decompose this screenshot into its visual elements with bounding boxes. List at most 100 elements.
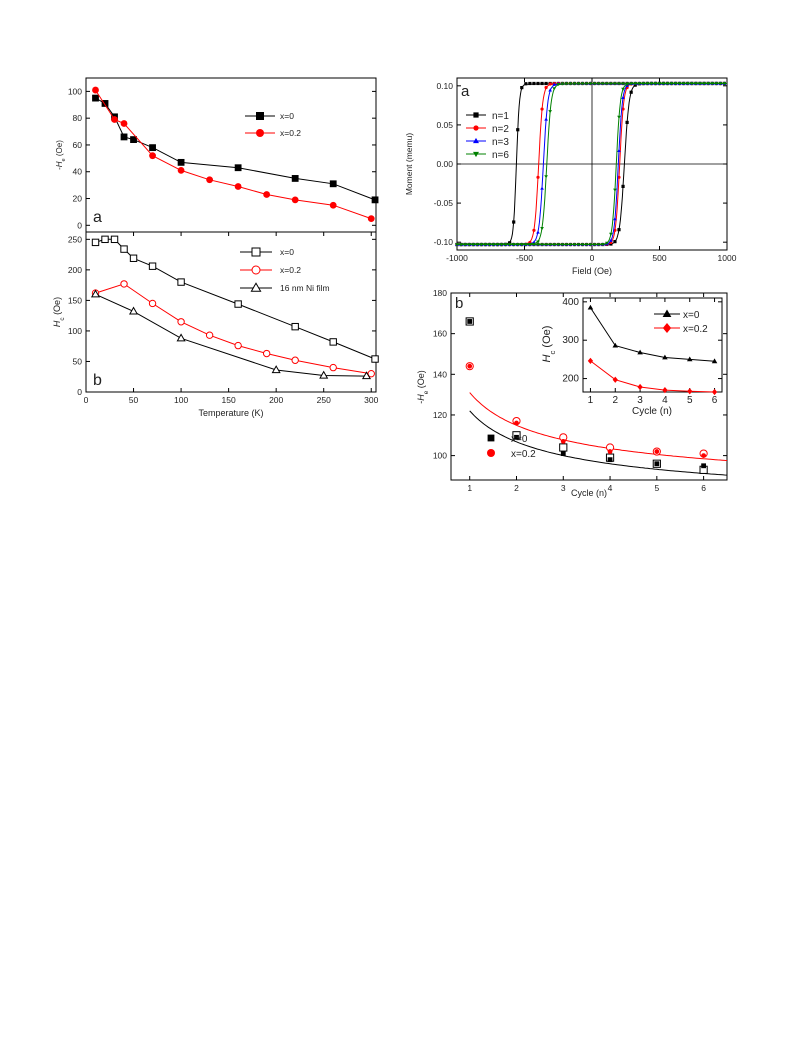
data-point: [572, 82, 577, 86]
data-point: [101, 235, 109, 244]
series-x=0: [465, 317, 708, 474]
legend-label: n=3: [492, 137, 509, 148]
data-point: [90, 289, 101, 298]
data-point: [532, 81, 536, 86]
data-point: [617, 82, 621, 86]
data-point: [613, 82, 617, 86]
data-point: [487, 243, 492, 247]
data-point: [568, 243, 573, 247]
data-point: [536, 81, 540, 86]
y-tick-label: 200: [68, 265, 82, 275]
data-point: [111, 116, 118, 123]
data-point: [471, 243, 476, 247]
data-point: [572, 243, 577, 247]
series-x=0.2: [587, 357, 718, 396]
data-point: [637, 383, 643, 391]
data-point: [367, 369, 375, 378]
data-point: [467, 319, 473, 324]
data-point: [613, 217, 617, 221]
data-point: [694, 82, 698, 86]
data-point: [580, 82, 585, 86]
data-point: [371, 355, 379, 363]
y-tick-label: 0.00: [436, 159, 453, 169]
data-point: [637, 82, 642, 86]
data-point: [686, 356, 693, 362]
x-tick-label: 5: [654, 483, 659, 493]
data-point: [512, 220, 516, 224]
data-point: [536, 175, 540, 179]
panel-label: b: [93, 372, 102, 389]
series-x=0.2: [465, 362, 708, 459]
y-tick-label: 60: [73, 140, 83, 150]
data-point: [698, 82, 702, 86]
data-point: [128, 306, 139, 315]
data-point: [92, 94, 99, 102]
data-point: [234, 300, 242, 308]
data-point: [149, 152, 156, 160]
data-point: [657, 82, 662, 86]
data-point: [605, 82, 609, 86]
data-point: [609, 232, 613, 236]
y-tick-label: 150: [68, 295, 82, 305]
data-point: [592, 243, 597, 247]
x-tick-label: 2: [514, 483, 519, 493]
x-tick-label: 1: [588, 395, 594, 406]
y-tick-label: -0.05: [434, 198, 454, 208]
data-point: [609, 82, 613, 86]
series-line: [95, 89, 372, 220]
data-point: [459, 243, 463, 247]
y-tick-label: 140: [433, 369, 447, 379]
x-tick-label: 6: [701, 483, 706, 493]
data-point: [607, 449, 613, 454]
legend: n=1 n=2 n=3 n=6: [466, 111, 509, 161]
data-point: [588, 82, 593, 86]
data-point: [177, 318, 185, 326]
fit-curve: [469, 410, 728, 476]
data-point: [206, 176, 214, 184]
data-point: [361, 371, 372, 380]
x-tick-label: 1: [467, 483, 472, 493]
data-point: [552, 82, 557, 86]
data-point: [491, 243, 496, 247]
data-point: [148, 262, 157, 270]
data-point: [548, 110, 552, 114]
data-point: [499, 243, 504, 247]
y-tick-label: 100: [433, 451, 447, 461]
legend-label: x=0.2: [280, 128, 301, 138]
data-point: [92, 86, 99, 94]
data-point: [641, 82, 646, 86]
legend-label: 16 nm Ni film: [280, 283, 330, 293]
legend: x=0 x=0.2 16 nm Ni film: [240, 247, 330, 293]
legend-marker: [487, 449, 495, 457]
y-tick-label: 0.10: [436, 81, 453, 91]
data-point: [120, 133, 128, 141]
data-point: [514, 434, 519, 440]
data-point: [654, 449, 660, 454]
data-point: [234, 341, 242, 350]
y-tick-label: 180: [433, 288, 447, 298]
data-point: [524, 82, 528, 86]
plot-frame: [450, 292, 728, 481]
data-point: [511, 243, 516, 247]
data-point: [483, 243, 488, 247]
data-point-open: [559, 443, 568, 452]
series-x=0.2: [92, 86, 375, 223]
data-point: [149, 144, 156, 152]
y-tick-label: 50: [73, 356, 83, 366]
data-point: [544, 81, 548, 86]
y-tick-label: 0: [77, 387, 82, 397]
data-point: [588, 243, 593, 247]
legend-label: n=6: [492, 150, 509, 161]
legend-label: n=1: [492, 111, 509, 122]
data-point: [528, 243, 532, 247]
x-tick-label: 2: [612, 395, 618, 406]
y-tick-label: 300: [562, 335, 579, 346]
data-point: [234, 183, 242, 190]
data-point: [515, 243, 520, 247]
legend: x=0 x=0.2: [245, 111, 301, 138]
data-point: [701, 463, 707, 469]
data-point: [568, 82, 573, 86]
data-point: [262, 349, 271, 358]
data-point: [654, 461, 660, 467]
data-point: [587, 304, 594, 310]
